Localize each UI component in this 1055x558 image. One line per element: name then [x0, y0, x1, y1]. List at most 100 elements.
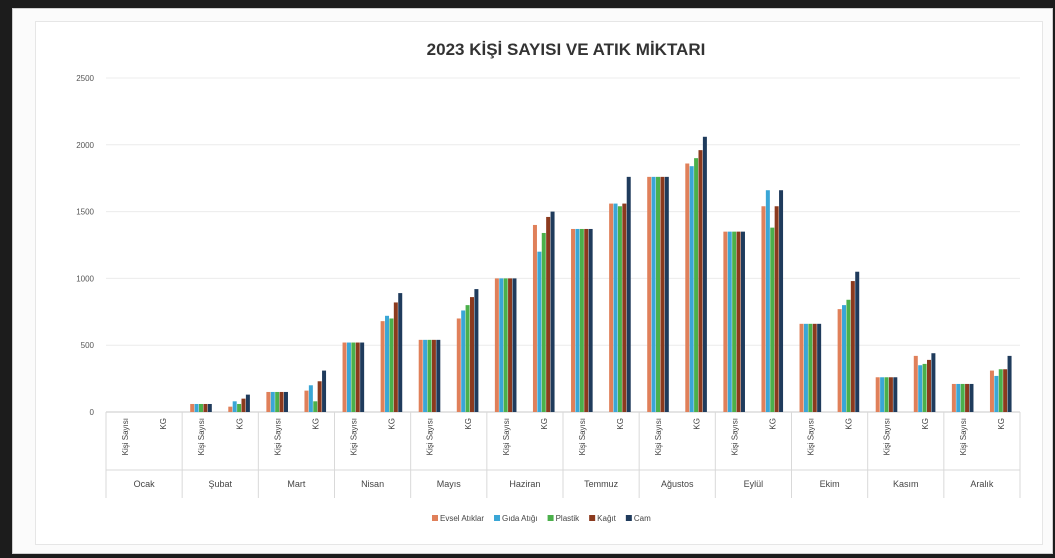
bar [499, 278, 504, 412]
bar [532, 224, 537, 412]
bar [732, 231, 737, 412]
legend-swatch [547, 515, 554, 521]
bar [926, 359, 931, 412]
bar [342, 342, 347, 412]
bar [241, 398, 246, 412]
bar [418, 339, 423, 412]
x-subcategory-label: KG [235, 418, 244, 430]
legend-swatch [625, 515, 632, 521]
x-subcategory-label: KG [692, 418, 701, 430]
bar [888, 377, 893, 412]
bar [1007, 355, 1012, 412]
x-month-label: Ekim [820, 479, 840, 489]
bar [803, 323, 808, 412]
bar [575, 228, 580, 412]
y-tick-label: 500 [81, 341, 95, 350]
x-month-label: Nisan [361, 479, 384, 489]
bar [808, 323, 813, 412]
bar [237, 403, 242, 412]
legend-swatch [589, 515, 596, 521]
bar [283, 391, 288, 412]
legend-item: Evsel Atıklar [432, 514, 484, 523]
x-month-label: Temmuz [584, 479, 619, 489]
bar [571, 228, 576, 412]
x-subcategory-label: Kişi Sayısı [350, 418, 359, 455]
legend-item: Cam [625, 514, 651, 523]
bar [541, 232, 546, 412]
bar [770, 227, 775, 412]
bar [617, 206, 622, 412]
bar [622, 203, 627, 412]
bar [609, 203, 614, 412]
bar [503, 278, 508, 412]
bar [960, 383, 965, 412]
x-subcategory-label: KG [845, 418, 854, 430]
x-month-label: Mart [287, 479, 305, 489]
bar [694, 158, 699, 412]
bar [461, 310, 466, 412]
y-tick-label: 1500 [76, 208, 94, 217]
bar [588, 228, 593, 412]
bar [232, 401, 237, 412]
x-month-label: Eylül [744, 479, 764, 489]
x-subcategory-label: Kişi Sayısı [426, 418, 435, 455]
x-month-label: Kasım [893, 479, 919, 489]
chart-frame [12, 8, 1053, 554]
x-subcategory-label: KG [997, 418, 1006, 430]
bar [203, 403, 208, 412]
bar [651, 176, 656, 412]
bar [266, 391, 271, 412]
bar [918, 365, 923, 412]
bar [626, 176, 631, 412]
bar [664, 176, 669, 412]
x-subcategory-label: KG [388, 418, 397, 430]
bar [893, 377, 898, 412]
bar [656, 176, 661, 412]
bar [875, 377, 880, 412]
x-subcategory-label: Kişi Sayısı [959, 418, 968, 455]
bar [494, 278, 499, 412]
bar [922, 363, 927, 412]
bar [423, 339, 428, 412]
x-month-label: Şubat [208, 479, 232, 489]
y-tick-label: 0 [90, 408, 95, 417]
y-tick-label: 2000 [76, 141, 94, 150]
bar [913, 355, 918, 412]
bar [647, 176, 652, 412]
chart-title: 2023 KİŞİ SAYISI VE ATIK MİKTARI [427, 40, 706, 59]
bar [613, 203, 618, 412]
bar [228, 406, 233, 412]
bar [508, 278, 513, 412]
y-tick-label: 1000 [76, 274, 94, 283]
bar [837, 309, 842, 412]
bar [956, 383, 961, 412]
bar [774, 206, 779, 412]
legend-item: Gıda Atığı [494, 514, 538, 523]
bar [842, 305, 847, 412]
legend-label: Kağıt [597, 514, 616, 523]
bar [723, 231, 728, 412]
legend-swatch [494, 515, 501, 521]
y-tick-label: 2500 [76, 74, 94, 83]
x-subcategory-label: KG [311, 418, 320, 430]
bar [398, 293, 403, 412]
bar [313, 401, 318, 412]
bar [817, 323, 822, 412]
bar [761, 206, 766, 412]
bar [199, 403, 204, 412]
bars [190, 136, 1012, 413]
bar [304, 390, 309, 412]
y-axis-labels: 0 500 1000 1500 2000 2500 [76, 74, 94, 417]
bar [308, 385, 313, 412]
legend-item: Plastik [547, 514, 580, 523]
legend-item: Kağıt [589, 514, 617, 523]
x-month-label: Aralık [970, 479, 994, 489]
bar [727, 231, 732, 412]
legend-label: Gıda Atığı [502, 514, 538, 523]
bar [689, 166, 694, 412]
bar [194, 403, 199, 412]
bar [850, 281, 855, 412]
x-subcategory-label: KG [540, 418, 549, 430]
bar [685, 163, 690, 412]
bar [427, 339, 432, 412]
